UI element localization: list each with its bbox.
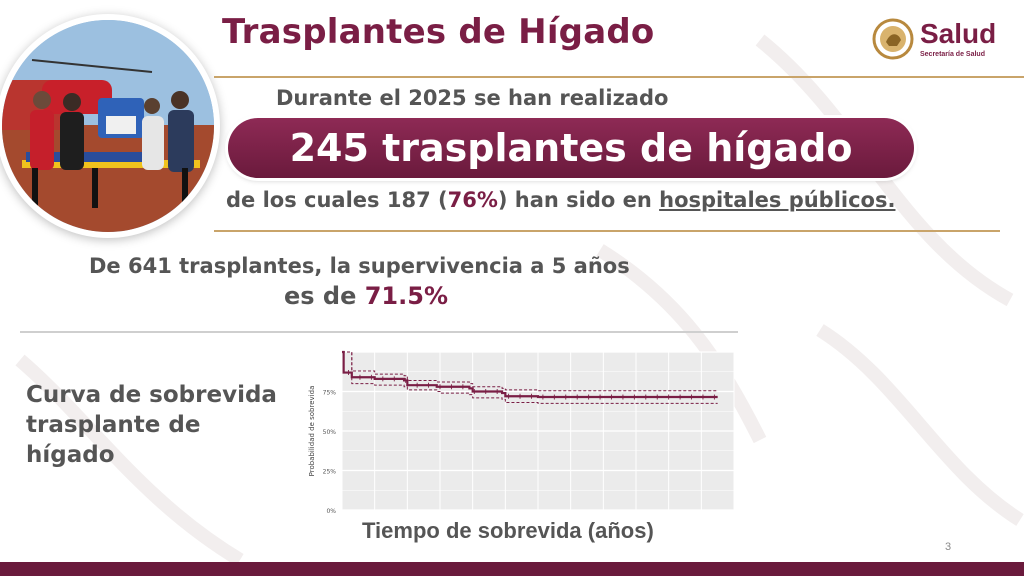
survival-value: 71.5% <box>364 282 448 310</box>
survival-rate-text: es de 71.5% <box>284 282 448 310</box>
x-axis-label: Tiempo de sobrevida (años) <box>362 518 654 543</box>
survival-chart: 0% 25% 50% 75% Probabilidad de sobrevida <box>308 350 735 515</box>
curve-caption: Curva de sobrevida trasplante de hígado <box>26 382 277 468</box>
survival-prefix: es de <box>284 282 365 310</box>
salud-logo: Salud Secretaría de Salud <box>872 18 1012 64</box>
header-divider <box>214 76 1024 78</box>
public-hospitals-text: de los cuales 187 (76%) han sido en hosp… <box>226 188 895 212</box>
team-photo-illustration <box>2 20 214 232</box>
confidence-band-lower_ci <box>342 351 718 404</box>
team-photo <box>0 14 220 238</box>
page-number: 3 <box>945 541 952 553</box>
y-tick-label: 25% <box>323 469 337 476</box>
public-hospitals-label: hospitales públicos. <box>659 188 896 212</box>
footer-bar <box>0 562 1024 576</box>
y-tick-label: 75% <box>323 390 337 397</box>
highlight-banner: 245 trasplantes de hígado <box>228 118 914 178</box>
public-percent: 76% <box>447 188 498 212</box>
national-seal-icon <box>872 18 914 60</box>
survival-curve <box>342 350 718 399</box>
y-axis-label: Probabilidad de sobrevida <box>308 386 316 477</box>
detail-prefix: de los cuales 187 ( <box>226 188 448 212</box>
y-tick-label: 0% <box>326 508 336 515</box>
survival-intro: De 641 trasplantes, la supervivencia a 5… <box>89 254 630 278</box>
logo-wordmark: Salud <box>920 18 997 49</box>
intro-text: Durante el 2025 se han realizado <box>276 86 669 110</box>
detail-middle: ) han sido en <box>497 188 660 212</box>
y-tick-label: 50% <box>323 429 337 436</box>
chart-divider <box>20 331 738 333</box>
logo-subtitle: Secretaría de Salud <box>920 51 985 58</box>
section-divider <box>214 230 1000 232</box>
highlight-text: 245 trasplantes de hígado <box>289 126 853 170</box>
page-title: Trasplantes de Hígado <box>222 12 655 52</box>
confidence-band-upper_ci <box>342 351 718 392</box>
